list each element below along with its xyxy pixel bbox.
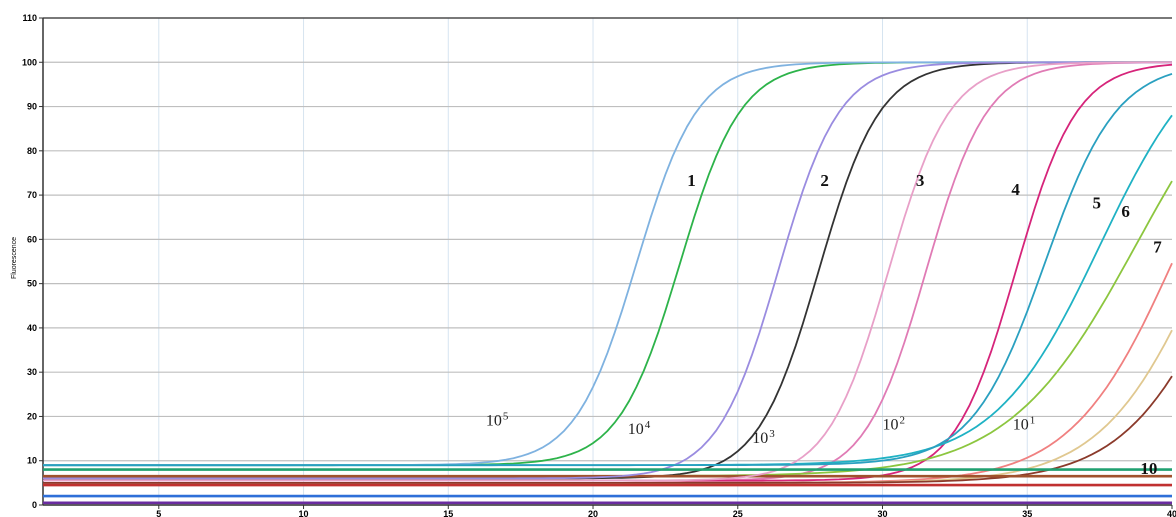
dilution-annotation-base: 10 — [752, 430, 768, 447]
x-tick-label: 10 — [299, 509, 309, 517]
y-tick-label: 30 — [27, 367, 37, 377]
series-line-3 — [43, 61, 1172, 482]
dilution-annotation-exponent: 3 — [769, 428, 775, 440]
curve-label-3: 3 — [916, 171, 925, 190]
y-tick-label: 40 — [27, 323, 37, 333]
series-line-9 — [43, 375, 1173, 484]
series-line-unlabeled-13 — [43, 73, 1173, 467]
y-tick-label: 20 — [27, 411, 37, 421]
y-tick-label: 110 — [22, 13, 37, 23]
y-tick-label: 0 — [32, 500, 37, 510]
dilution-annotation-base: 10 — [628, 421, 644, 438]
x-tick-label: 15 — [443, 509, 453, 517]
series-line-4 — [43, 63, 1173, 482]
dilution-annotation-base: 10 — [486, 412, 502, 429]
y-tick-label: 50 — [27, 279, 37, 289]
x-tick-label: 20 — [588, 509, 598, 517]
dilution-annotation: 10 1 — [1013, 415, 1036, 434]
series-line-7 — [43, 262, 1173, 484]
x-tick-label: 30 — [878, 509, 888, 517]
curve-label-4: 4 — [1011, 180, 1020, 199]
y-tick-label: 90 — [27, 102, 37, 112]
curve-label-5: 5 — [1092, 193, 1101, 212]
y-tick-label: 10 — [27, 456, 37, 466]
dilution-annotation: 10 3 — [752, 428, 775, 447]
dilution-annotation-exponent: 2 — [900, 415, 906, 427]
curve-label-1: 1 — [687, 171, 696, 190]
dilution-annotation-exponent: 4 — [645, 419, 651, 431]
curve-label-10: 10 — [1140, 459, 1157, 478]
dilution-annotation: 10 4 — [628, 419, 651, 438]
dilution-annotation: 10 5 — [486, 410, 509, 429]
x-tick-label: 5 — [156, 509, 161, 517]
x-tick-label: 25 — [733, 509, 743, 517]
y-axis-label: Fluorescence — [11, 237, 18, 279]
dilution-annotation-exponent: 1 — [1030, 415, 1036, 427]
y-tick-label: 60 — [27, 234, 37, 244]
chart-labels: 12345678910105104103102101 — [486, 171, 1162, 478]
dilution-annotation-base: 10 — [883, 417, 899, 434]
y-tick-label: 100 — [22, 57, 37, 67]
curve-label-7: 7 — [1153, 238, 1162, 257]
curve-label-6: 6 — [1121, 202, 1130, 221]
chart-series — [43, 61, 1173, 505]
chart-grid — [43, 17, 1172, 506]
dilution-annotation: 10 2 — [883, 415, 906, 434]
dilution-annotation-exponent: 5 — [503, 410, 509, 422]
x-tick-label: 40 — [1167, 509, 1176, 517]
x-tick-label: 35 — [1022, 509, 1032, 517]
series-line-unlabeled-11 — [43, 61, 1172, 480]
curve-label-2: 2 — [820, 171, 829, 190]
y-tick-label: 80 — [27, 146, 37, 156]
dilution-annotation-base: 10 — [1013, 417, 1029, 434]
series-line-5 — [43, 114, 1173, 467]
series-line-unlabeled-12 — [43, 61, 1172, 482]
y-tick-label: 70 — [27, 190, 37, 200]
